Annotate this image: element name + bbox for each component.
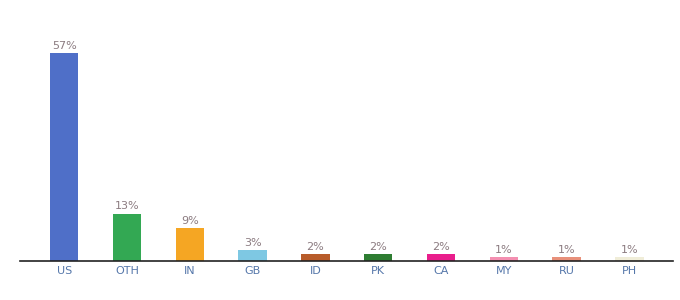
Bar: [50, 53, 78, 261]
Bar: [175, 228, 204, 261]
Text: 9%: 9%: [181, 216, 199, 226]
Bar: [552, 257, 581, 261]
Text: 2%: 2%: [307, 242, 324, 251]
Bar: [615, 257, 643, 261]
Bar: [490, 257, 518, 261]
Bar: [364, 254, 392, 261]
Bar: [113, 214, 141, 261]
Text: 3%: 3%: [244, 238, 261, 248]
Text: 1%: 1%: [621, 245, 639, 255]
Bar: [239, 250, 267, 261]
Text: 2%: 2%: [369, 242, 387, 251]
Bar: [301, 254, 330, 261]
Text: 2%: 2%: [432, 242, 450, 251]
Text: 13%: 13%: [115, 201, 139, 212]
Bar: [427, 254, 455, 261]
Text: 1%: 1%: [558, 245, 575, 255]
Text: 1%: 1%: [495, 245, 513, 255]
Text: 57%: 57%: [52, 41, 77, 51]
